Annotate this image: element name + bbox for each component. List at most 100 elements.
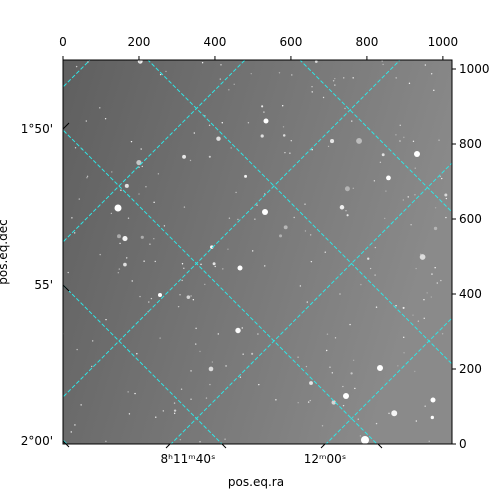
dec-tick-label: 55' xyxy=(34,278,53,292)
star xyxy=(208,124,211,126)
star xyxy=(357,418,359,420)
star xyxy=(145,186,147,188)
star xyxy=(342,385,344,388)
star xyxy=(289,152,291,154)
star xyxy=(67,271,69,274)
star xyxy=(354,387,356,390)
star xyxy=(424,405,426,407)
star xyxy=(257,333,259,335)
star xyxy=(311,91,313,93)
star xyxy=(235,191,237,194)
star xyxy=(99,107,101,109)
star xyxy=(85,120,87,122)
star xyxy=(307,401,310,403)
star xyxy=(417,320,420,322)
x-tick-label: 800 xyxy=(355,35,378,49)
star xyxy=(75,65,78,68)
star xyxy=(314,60,318,63)
star xyxy=(367,257,370,260)
star xyxy=(165,70,167,73)
star xyxy=(221,122,223,124)
star xyxy=(225,365,227,367)
star xyxy=(91,365,93,368)
y-tick-label: 600 xyxy=(459,212,482,226)
star xyxy=(403,136,405,139)
star xyxy=(399,140,401,142)
star xyxy=(428,440,430,442)
star xyxy=(204,283,206,286)
star xyxy=(361,436,369,444)
star xyxy=(430,73,433,75)
star xyxy=(262,209,268,215)
star xyxy=(80,404,82,406)
star xyxy=(399,124,401,126)
star xyxy=(230,147,232,149)
y-tick-label: 0 xyxy=(459,437,467,451)
star xyxy=(181,279,183,282)
x-axis-label: pos.eq.ra xyxy=(228,475,284,489)
star xyxy=(136,353,138,355)
star xyxy=(391,410,398,417)
star xyxy=(111,171,113,173)
star xyxy=(260,134,264,138)
star xyxy=(233,83,235,85)
star xyxy=(242,353,244,355)
dec-tick-label: 2°00' xyxy=(21,434,53,448)
star xyxy=(424,64,427,66)
x-tick-label: 0 xyxy=(59,35,67,49)
star xyxy=(344,107,346,110)
star xyxy=(263,118,269,124)
star xyxy=(403,336,405,339)
star xyxy=(222,268,224,270)
star xyxy=(153,237,155,240)
star xyxy=(190,398,192,400)
star xyxy=(299,285,302,287)
star xyxy=(183,267,185,269)
star xyxy=(291,74,293,76)
star xyxy=(304,203,306,205)
star xyxy=(433,226,438,231)
star xyxy=(330,139,335,144)
star xyxy=(381,153,385,157)
star xyxy=(86,176,88,179)
grid-line xyxy=(63,60,401,398)
star xyxy=(140,148,142,150)
star xyxy=(349,323,351,326)
star xyxy=(281,105,284,107)
star xyxy=(369,267,372,270)
y-tick-label: 200 xyxy=(459,362,482,376)
star xyxy=(180,388,183,390)
star xyxy=(127,391,129,393)
star xyxy=(220,64,222,66)
star xyxy=(105,318,107,321)
star xyxy=(283,225,288,230)
star xyxy=(235,327,241,334)
star xyxy=(343,77,345,79)
star xyxy=(359,435,362,437)
star xyxy=(375,422,378,425)
star xyxy=(199,350,201,353)
star xyxy=(334,84,336,86)
y-tick-label: 400 xyxy=(459,287,482,301)
star xyxy=(183,206,186,208)
star xyxy=(138,193,140,195)
star xyxy=(275,399,277,401)
star xyxy=(119,242,121,245)
star xyxy=(251,250,254,252)
tick xyxy=(62,440,70,448)
star xyxy=(131,280,133,282)
star xyxy=(258,383,260,386)
star xyxy=(433,89,435,92)
star xyxy=(436,282,438,284)
dec-tick-label: 1°50' xyxy=(21,122,53,136)
star xyxy=(139,60,141,63)
star xyxy=(200,263,202,266)
star xyxy=(123,262,127,267)
star xyxy=(71,217,73,219)
star xyxy=(327,145,330,148)
star xyxy=(208,366,214,372)
star xyxy=(385,190,387,192)
star xyxy=(141,165,143,168)
star xyxy=(412,140,415,143)
